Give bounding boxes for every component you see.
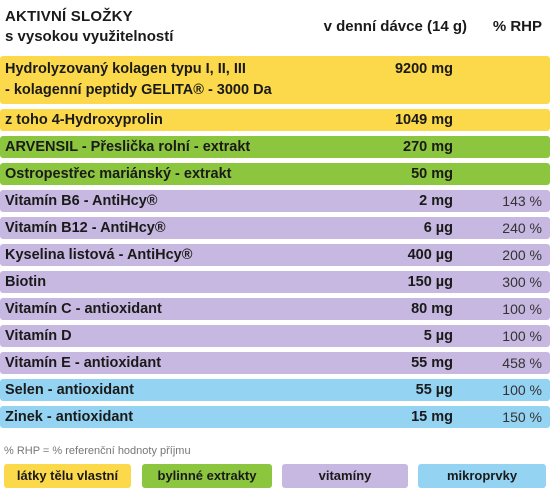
- ingredient-rhp: 100 %: [502, 382, 542, 398]
- table-row: Vitamín B6 - AntiHcy® 2 mg 143 %: [0, 190, 550, 212]
- ingredient-dose: 150 µg: [407, 274, 453, 290]
- ingredient-name: Zinek - antioxidant: [5, 409, 134, 425]
- table-row: Vitamín C - antioxidant 80 mg 100 %: [0, 298, 550, 320]
- table-row: Vitamín E - antioxidant 55 mg 458 %: [0, 352, 550, 374]
- ingredient-name: Vitamín E - antioxidant: [5, 355, 162, 371]
- ingredient-dose: 2 mg: [419, 193, 453, 209]
- color-legend: látky tělu vlastní bylinné extrakty vita…: [0, 464, 550, 488]
- ingredient-dose: 55 mg: [411, 355, 453, 371]
- ingredient-name: Hydrolyzovaný kolagen typu I, II, III: [5, 61, 246, 77]
- table-row: Ostropestřec mariánský - extrakt 50 mg: [0, 163, 550, 185]
- table-header: AKTIVNÍ SLOŽKY s vysokou využitelností v…: [0, 0, 550, 56]
- ingredient-name: Selen - antioxidant: [5, 382, 134, 398]
- ingredient-dose: 6 µg: [423, 220, 453, 236]
- ingredient-name: Vitamín B12 - AntiHcy®: [5, 220, 166, 236]
- ingredient-rhp: 100 %: [502, 301, 542, 317]
- ingredient-dose: 400 µg: [407, 247, 453, 263]
- ingredient-name: Kyselina listová - AntiHcy®: [5, 247, 193, 263]
- table-row: ARVENSIL - Přeslička rolní - extrakt 270…: [0, 136, 550, 158]
- dose-column-header: v denní dávce (14 g): [323, 18, 467, 35]
- ingredient-name: Vitamín B6 - AntiHcy®: [5, 193, 158, 209]
- legend-item-vitamins: vitamíny: [282, 464, 408, 488]
- table-row: Biotin 150 µg 300 %: [0, 271, 550, 293]
- table-row: Vitamín B12 - AntiHcy® 6 µg 240 %: [0, 217, 550, 239]
- ingredient-dose: 270 mg: [403, 139, 453, 155]
- table-row: Hydrolyzovaný kolagen typu I, II, III - …: [0, 56, 550, 104]
- table-title: AKTIVNÍ SLOŽKY: [5, 8, 133, 25]
- rhp-column-header: % RHP: [492, 18, 542, 35]
- ingredient-name: z toho 4-Hydroxyprolin: [5, 112, 163, 128]
- rhp-footnote: % RHP = % referenční hodnoty příjmu: [4, 445, 191, 457]
- ingredient-dose: 55 µg: [415, 382, 453, 398]
- legend-item-herbal-extracts: bylinné extrakty: [142, 464, 272, 488]
- ingredient-rhp: 100 %: [502, 328, 542, 344]
- ingredient-rhp: 458 %: [502, 355, 542, 371]
- ingredient-rhp: 150 %: [502, 409, 542, 425]
- ingredient-name: Vitamín D: [5, 328, 72, 344]
- ingredient-rhp: 143 %: [502, 193, 542, 209]
- ingredients-table: Hydrolyzovaný kolagen typu I, II, III - …: [0, 56, 550, 433]
- table-subtitle: s vysokou využitelností: [5, 28, 174, 45]
- ingredient-rhp: 200 %: [502, 247, 542, 263]
- table-row: Zinek - antioxidant 15 mg 150 %: [0, 406, 550, 428]
- ingredient-name-continued: - kolagenní peptidy GELITA® - 3000 Da: [5, 82, 272, 98]
- ingredient-name: Biotin: [5, 274, 47, 290]
- ingredient-name: Vitamín C - antioxidant: [5, 301, 162, 317]
- legend-item-body-substances: látky tělu vlastní: [4, 464, 131, 488]
- ingredient-dose: 15 mg: [411, 409, 453, 425]
- table-row: z toho 4-Hydroxyprolin 1049 mg: [0, 109, 550, 131]
- ingredient-dose: 1049 mg: [394, 112, 453, 128]
- ingredient-dose: 50 mg: [411, 166, 453, 182]
- table-row: Vitamín D 5 µg 100 %: [0, 325, 550, 347]
- ingredient-rhp: 300 %: [502, 274, 542, 290]
- ingredient-name: ARVENSIL - Přeslička rolní - extrakt: [5, 139, 251, 155]
- table-row: Kyselina listová - AntiHcy® 400 µg 200 %: [0, 244, 550, 266]
- ingredient-dose: 5 µg: [423, 328, 453, 344]
- ingredient-name: Ostropestřec mariánský - extrakt: [5, 166, 232, 182]
- ingredient-dose: 9200 mg: [394, 61, 453, 77]
- legend-item-minerals: mikroprvky: [418, 464, 546, 488]
- ingredient-rhp: 240 %: [502, 220, 542, 236]
- table-row: Selen - antioxidant 55 µg 100 %: [0, 379, 550, 401]
- ingredient-dose: 80 mg: [411, 301, 453, 317]
